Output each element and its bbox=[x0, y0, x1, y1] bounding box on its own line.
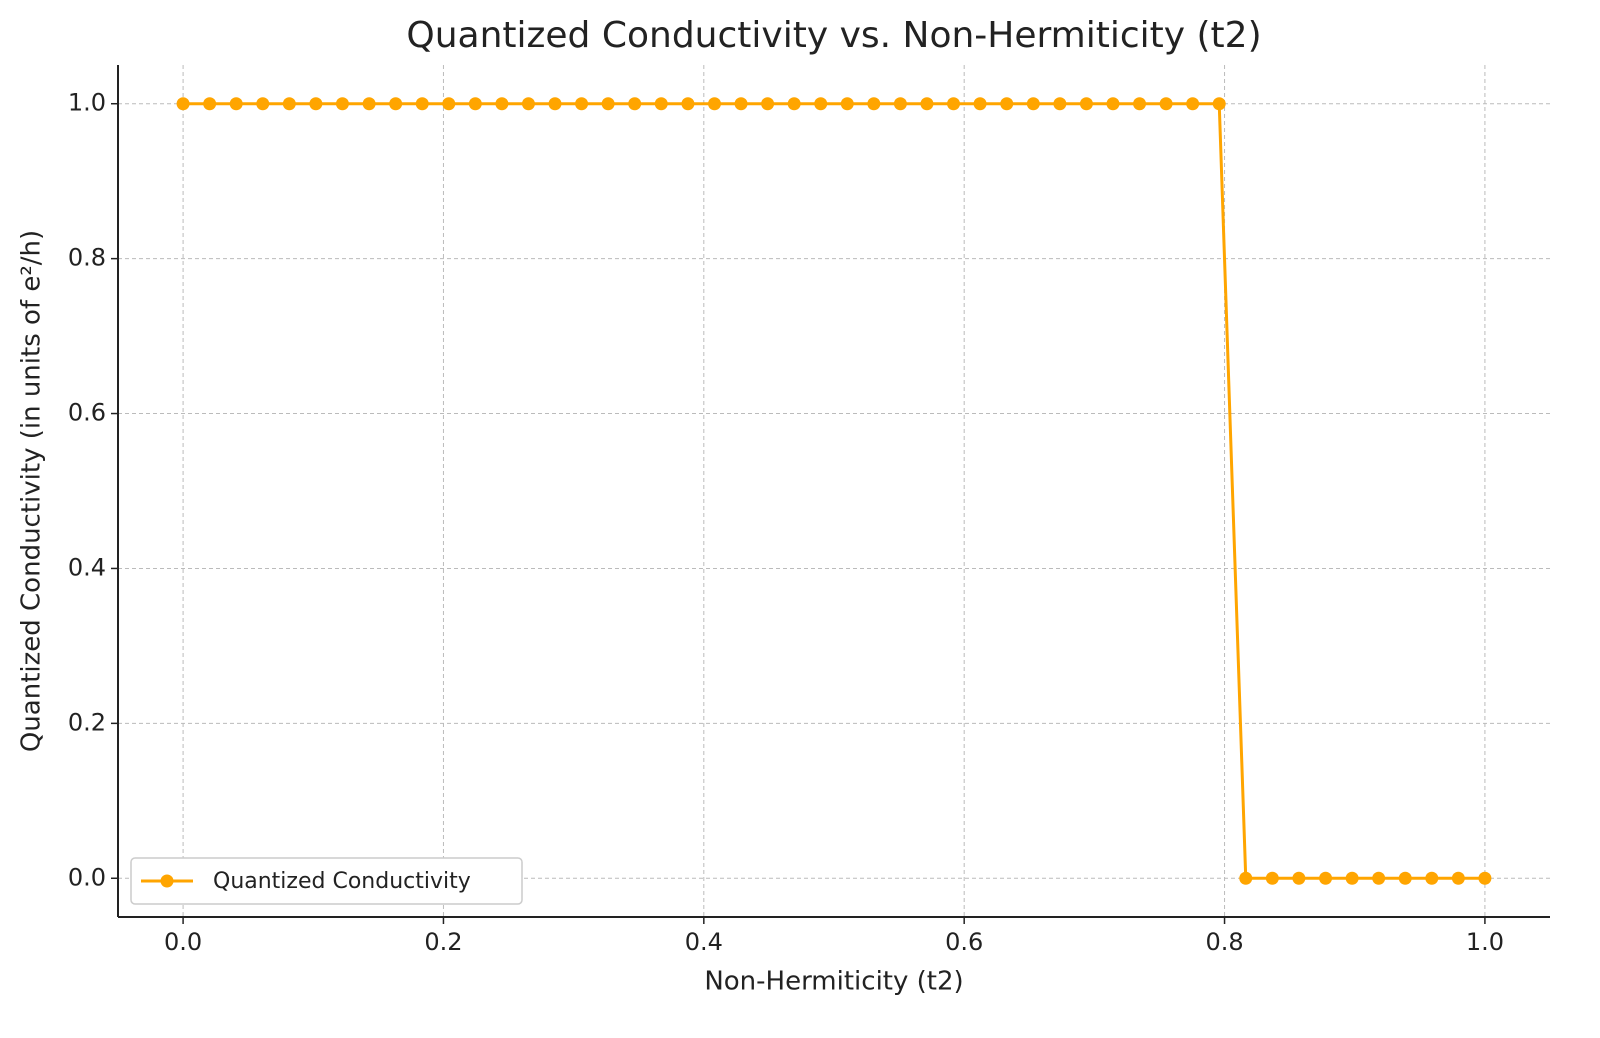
data-point bbox=[256, 97, 270, 111]
data-point bbox=[1372, 871, 1386, 885]
data-point bbox=[1000, 97, 1014, 111]
y-tick-label: 0.0 bbox=[68, 863, 106, 891]
data-point bbox=[947, 97, 961, 111]
data-point bbox=[920, 97, 934, 111]
data-point bbox=[468, 97, 482, 111]
x-tick-label: 0.0 bbox=[164, 928, 202, 956]
x-tick-label: 0.2 bbox=[424, 928, 462, 956]
data-point bbox=[681, 97, 695, 111]
data-line bbox=[183, 102, 1485, 880]
data-point bbox=[867, 97, 881, 111]
data-point bbox=[1026, 97, 1040, 111]
x-axis-label: Non-Hermiticity (t2) bbox=[704, 967, 963, 997]
data-point bbox=[1186, 97, 1200, 111]
y-tick-label: 1.0 bbox=[68, 89, 106, 117]
y-tick-label: 0.6 bbox=[68, 399, 106, 427]
legend-box bbox=[130, 857, 523, 905]
data-point bbox=[787, 97, 801, 111]
data-point bbox=[761, 97, 775, 111]
data-point bbox=[973, 97, 987, 111]
data-point bbox=[362, 97, 376, 111]
data-point bbox=[176, 97, 190, 111]
data-point bbox=[1398, 871, 1412, 885]
data-point bbox=[840, 97, 854, 111]
data-point bbox=[1292, 871, 1306, 885]
data-point bbox=[628, 97, 642, 111]
legend-marker bbox=[160, 874, 174, 888]
data-point bbox=[1239, 871, 1253, 885]
data-point bbox=[335, 97, 349, 111]
y-axis-label: Quantized Conductivity (in units of e²/h… bbox=[17, 230, 47, 752]
data-point bbox=[1079, 97, 1093, 111]
data-point bbox=[309, 97, 323, 111]
data-point bbox=[1053, 97, 1067, 111]
data-point bbox=[1425, 871, 1439, 885]
y-tick-label: 0.2 bbox=[68, 708, 106, 736]
data-point bbox=[575, 97, 589, 111]
data-point bbox=[1106, 97, 1120, 111]
data-point bbox=[601, 97, 615, 111]
legend-label: Quantized Conductivity bbox=[213, 869, 471, 894]
y-tick-label: 0.4 bbox=[68, 553, 106, 581]
data-point bbox=[521, 97, 535, 111]
data-point bbox=[282, 97, 296, 111]
data-point bbox=[1451, 871, 1465, 885]
data-point bbox=[1265, 871, 1279, 885]
x-tick-label: 0.8 bbox=[1205, 928, 1243, 956]
data-point bbox=[415, 97, 429, 111]
data-point bbox=[548, 97, 562, 111]
data-point bbox=[1212, 97, 1226, 111]
y-tick-label: 0.8 bbox=[68, 244, 106, 272]
chart-title: Quantized Conductivity vs. Non-Hermitici… bbox=[406, 15, 1261, 56]
data-point bbox=[229, 97, 243, 111]
data-point bbox=[1133, 97, 1147, 111]
data-point bbox=[654, 97, 668, 111]
data-point bbox=[1478, 871, 1492, 885]
data-point bbox=[893, 97, 907, 111]
data-point bbox=[389, 97, 403, 111]
data-point bbox=[1319, 871, 1333, 885]
data-point bbox=[203, 97, 217, 111]
data-point bbox=[495, 97, 509, 111]
data-point bbox=[814, 97, 828, 111]
x-tick-label: 0.4 bbox=[685, 928, 723, 956]
x-tick-label: 0.6 bbox=[945, 928, 983, 956]
data-point bbox=[707, 97, 721, 111]
data-point bbox=[734, 97, 748, 111]
x-tick-label: 1.0 bbox=[1466, 928, 1504, 956]
data-point bbox=[442, 97, 456, 111]
data-point bbox=[1159, 97, 1173, 111]
data-point bbox=[1345, 871, 1359, 885]
